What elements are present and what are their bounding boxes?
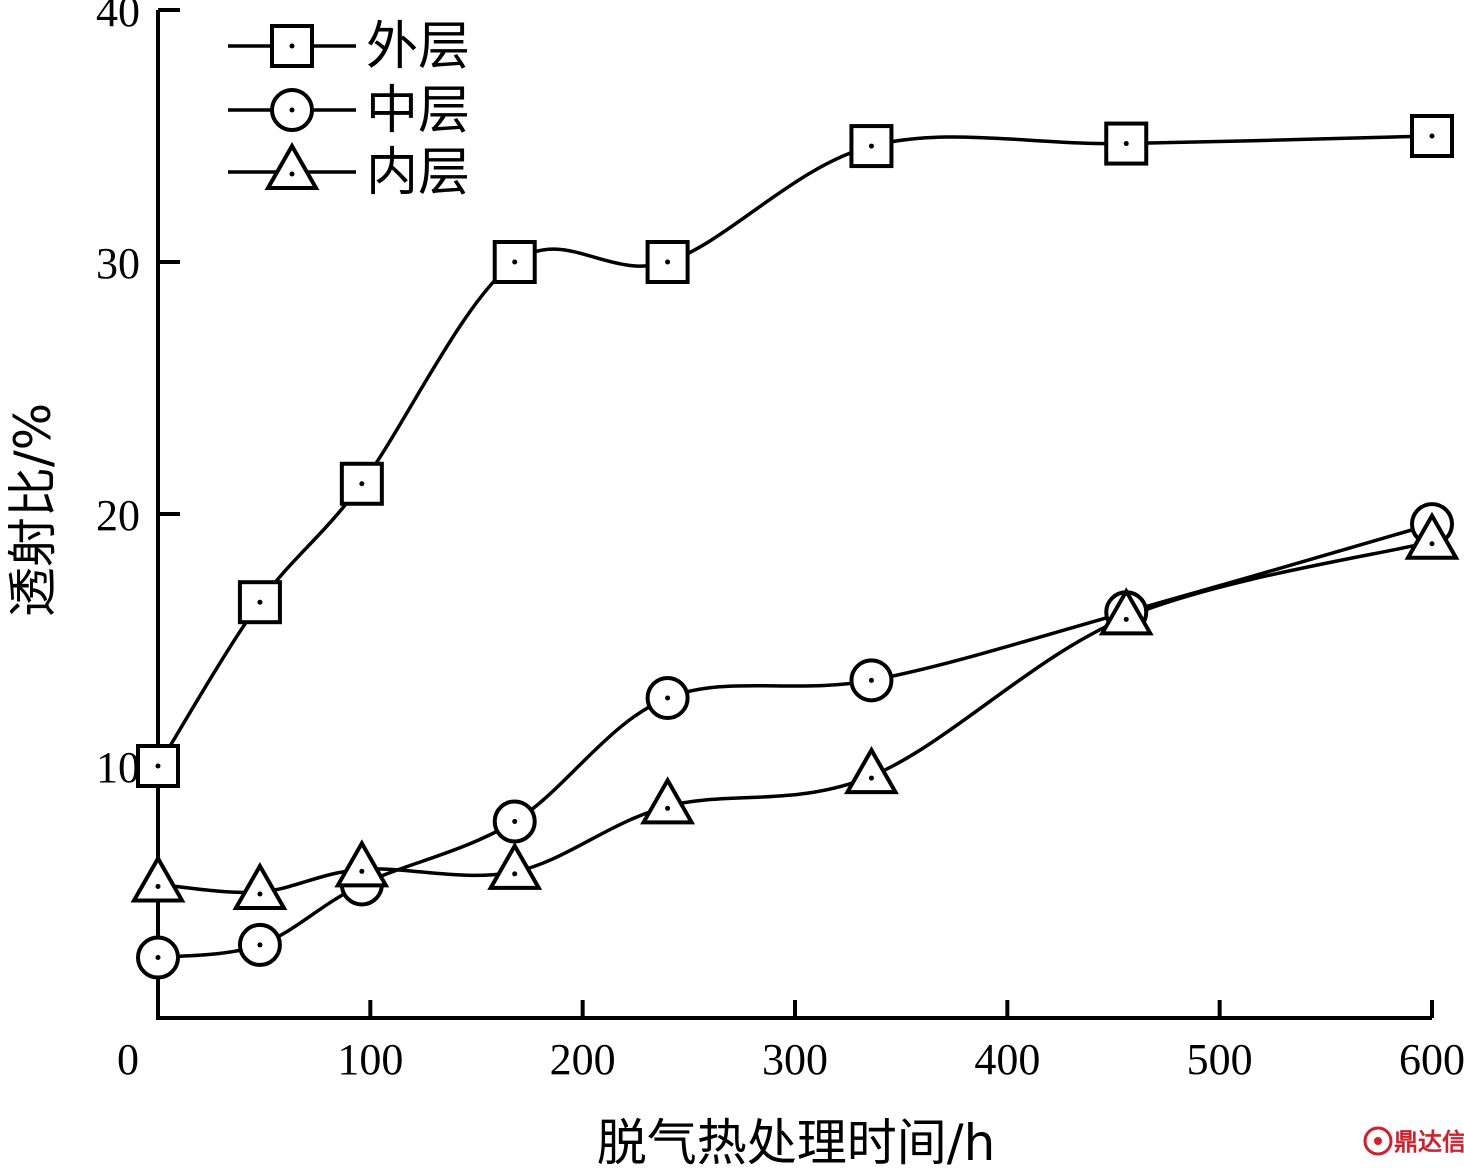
marker-center-dot xyxy=(257,942,263,948)
marker-triangle xyxy=(1404,511,1460,560)
markers-layer xyxy=(130,114,1460,980)
marker-center-dot xyxy=(1123,616,1129,622)
x-tick-label: 200 xyxy=(550,1035,616,1084)
data-point xyxy=(136,744,180,788)
marker-center-dot xyxy=(512,259,518,265)
marker-center-dot xyxy=(289,43,295,49)
data-point xyxy=(487,841,543,890)
x-tick-label: 100 xyxy=(337,1035,403,1084)
curves-layer xyxy=(156,134,1433,960)
legend-entry: 内层 xyxy=(228,141,470,203)
marker-center-dot xyxy=(155,955,161,961)
x-tick-label: 400 xyxy=(974,1035,1040,1084)
legend-marker xyxy=(270,24,314,68)
marker-center-dot xyxy=(512,871,518,877)
x-tick-label: 0 xyxy=(117,1035,139,1084)
marker-center-dot xyxy=(155,883,161,889)
marker-center-dot xyxy=(155,763,161,769)
marker-center-dot xyxy=(257,891,263,897)
data-point xyxy=(1410,114,1454,158)
marker-center-dot xyxy=(1429,133,1435,139)
data-point xyxy=(1404,511,1460,560)
marker-triangle xyxy=(232,861,288,910)
legend-entry: 外层 xyxy=(228,17,470,77)
legend-marker xyxy=(264,141,320,190)
marker-center-dot xyxy=(1123,141,1129,147)
y-tick-label: 20 xyxy=(96,491,140,540)
data-point xyxy=(339,461,384,506)
data-point xyxy=(334,839,390,888)
marker-center-dot xyxy=(665,805,671,811)
data-point xyxy=(1098,587,1154,636)
marker-center-dot xyxy=(1429,541,1435,547)
data-point xyxy=(232,861,288,910)
marker-center-dot xyxy=(359,481,365,487)
marker-triangle xyxy=(130,854,186,903)
data-point xyxy=(1104,121,1149,166)
marker-triangle xyxy=(640,776,696,825)
legend-label: 内层 xyxy=(366,143,470,203)
marker-center-dot xyxy=(257,599,263,605)
legend-label: 中层 xyxy=(366,81,470,141)
marker-triangle xyxy=(843,746,899,795)
marker-center-dot xyxy=(665,695,671,701)
series-line-0 xyxy=(156,134,1433,767)
marker-center-dot xyxy=(289,107,295,113)
legend-label: 外层 xyxy=(366,17,470,77)
x-tick-label: 300 xyxy=(762,1035,828,1084)
data-point xyxy=(237,580,282,625)
legend-marker xyxy=(270,88,314,132)
y-tick-label: 30 xyxy=(96,239,140,288)
axes xyxy=(156,8,1434,1020)
data-point xyxy=(492,799,537,844)
x-tick-label: 500 xyxy=(1187,1035,1253,1084)
watermark: 鼎达信 xyxy=(1363,1126,1464,1156)
marker-triangle xyxy=(264,141,320,190)
watermark-text: 鼎达信 xyxy=(1394,1128,1464,1156)
marker-center-dot xyxy=(868,775,874,781)
data-point xyxy=(849,124,894,169)
marker-triangle xyxy=(487,841,543,890)
marker-center-dot xyxy=(868,143,874,149)
x-tick-label: 600 xyxy=(1399,1035,1464,1084)
data-point xyxy=(130,854,186,903)
watermark-logo-dot xyxy=(1374,1137,1382,1145)
marker-triangle xyxy=(334,839,390,888)
data-point xyxy=(843,746,899,795)
marker-square xyxy=(849,124,894,169)
y-tick-label: 10 xyxy=(96,743,140,792)
marker-center-dot xyxy=(289,171,295,177)
series-line-2 xyxy=(157,540,1433,895)
y-axis-title: 透射比/% xyxy=(4,403,62,617)
tick-labels: 0 100 200 300 400 500 600 10 20 30 40 xyxy=(96,0,1464,1084)
data-point xyxy=(492,240,537,284)
legend-entry: 中层 xyxy=(228,81,470,141)
data-point xyxy=(849,658,894,703)
marker-center-dot xyxy=(868,677,874,683)
data-point xyxy=(136,935,180,980)
y-tick-label: 40 xyxy=(96,0,140,36)
data-point xyxy=(645,675,690,720)
marker-center-dot xyxy=(359,868,365,874)
x-axis-title: 脱气热处理时间/h xyxy=(597,1114,996,1168)
marker-center-dot xyxy=(512,818,518,824)
data-point xyxy=(645,240,690,284)
marker-triangle xyxy=(1098,587,1154,636)
data-point xyxy=(237,922,282,967)
marker-center-dot xyxy=(665,259,671,265)
data-point xyxy=(640,776,696,825)
watermark-logo-icon xyxy=(1363,1126,1393,1156)
